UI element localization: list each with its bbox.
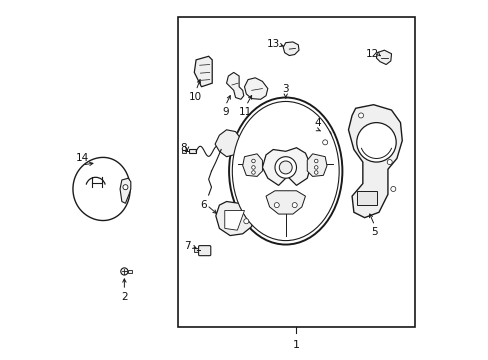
Text: 13: 13 <box>267 40 280 49</box>
Circle shape <box>322 140 327 145</box>
Polygon shape <box>262 148 310 185</box>
Circle shape <box>251 159 255 163</box>
Circle shape <box>251 166 255 169</box>
Text: 6: 6 <box>200 200 206 210</box>
Polygon shape <box>215 130 241 157</box>
Circle shape <box>279 161 292 174</box>
FancyBboxPatch shape <box>198 246 210 256</box>
Ellipse shape <box>232 102 339 240</box>
FancyBboxPatch shape <box>179 18 413 326</box>
Polygon shape <box>224 211 244 230</box>
Text: 8: 8 <box>180 143 186 153</box>
Circle shape <box>356 123 395 162</box>
Circle shape <box>122 185 128 190</box>
Bar <box>189 149 195 153</box>
Text: 1: 1 <box>292 339 299 350</box>
Text: 14: 14 <box>75 153 88 163</box>
FancyBboxPatch shape <box>178 17 414 327</box>
Bar <box>194 248 197 252</box>
Circle shape <box>274 157 296 178</box>
Bar <box>128 270 132 273</box>
Text: 2: 2 <box>121 292 127 302</box>
Polygon shape <box>215 202 253 235</box>
Text: 11: 11 <box>238 107 251 117</box>
Polygon shape <box>226 72 244 99</box>
Circle shape <box>121 268 128 275</box>
Text: 7: 7 <box>183 241 190 251</box>
Bar <box>357 191 376 205</box>
Polygon shape <box>283 42 298 55</box>
Text: 9: 9 <box>222 107 228 117</box>
Text: 4: 4 <box>314 118 321 128</box>
Polygon shape <box>316 129 332 158</box>
Ellipse shape <box>228 98 342 244</box>
Text: 3: 3 <box>282 84 288 94</box>
Circle shape <box>292 203 297 208</box>
Circle shape <box>314 159 317 163</box>
Polygon shape <box>194 56 212 87</box>
Polygon shape <box>242 154 262 176</box>
Bar <box>182 149 185 153</box>
Circle shape <box>274 203 279 208</box>
Polygon shape <box>348 105 402 218</box>
Polygon shape <box>376 50 391 64</box>
Circle shape <box>314 166 317 169</box>
Text: 12: 12 <box>366 49 379 59</box>
Circle shape <box>251 171 255 174</box>
Polygon shape <box>265 191 305 214</box>
Text: 10: 10 <box>188 92 201 102</box>
Polygon shape <box>306 154 326 176</box>
Circle shape <box>358 113 363 118</box>
Text: 5: 5 <box>370 227 377 237</box>
Circle shape <box>314 171 317 174</box>
Circle shape <box>244 219 248 224</box>
Circle shape <box>390 186 395 192</box>
Polygon shape <box>244 78 267 99</box>
Circle shape <box>386 159 391 165</box>
Polygon shape <box>120 178 131 203</box>
